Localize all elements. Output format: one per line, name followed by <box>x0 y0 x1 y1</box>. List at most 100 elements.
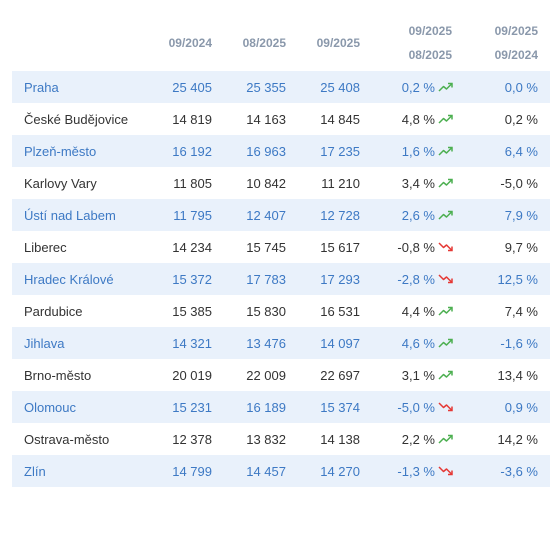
table-row: Plzeň-město 16 192 16 963 17 235 1,6 % 6… <box>12 135 550 167</box>
value-0825: 10 842 <box>246 175 286 191</box>
mom-value: 3,4 % <box>401 175 435 191</box>
table-row: Hradec Králové 15 372 17 783 17 293 -2,8… <box>12 263 550 295</box>
region-name: Jihlava <box>12 327 148 359</box>
header-mom-top: 09/2025 <box>408 23 452 38</box>
table-row: Liberec 14 234 15 745 15 617 -0,8 % 9,7 … <box>12 231 550 263</box>
yoy-change: 6,4 % <box>464 135 550 167</box>
value-0924: 14 321 <box>148 327 222 359</box>
header-col-yoy: 09/2025 09/2024 <box>464 14 550 71</box>
header-region <box>12 14 148 71</box>
header-col-0924: 09/2024 <box>168 35 212 50</box>
value-0925: 17 235 <box>296 135 370 167</box>
trend-up-icon <box>438 305 454 317</box>
header-col-mom: 09/2025 08/2025 <box>370 14 464 71</box>
trend-up-icon <box>438 81 454 93</box>
yoy-change: 7,9 % <box>464 199 550 231</box>
value-0825: 15 830 <box>246 303 286 319</box>
mom-change: 4,8 % <box>370 103 464 135</box>
table-row: Jihlava 14 321 13 476 14 097 4,6 % -1,6 … <box>12 327 550 359</box>
table-row: Praha 25 405 25 355 25 408 0,2 % 0,0 % <box>12 71 550 103</box>
table-row: Ústí nad Labem 11 795 12 407 12 728 2,6 … <box>12 199 550 231</box>
mom-value: 1,6 % <box>401 143 435 159</box>
table-row: Ostrava-město 12 378 13 832 14 138 2,2 %… <box>12 423 550 455</box>
value-0924: 20 019 <box>172 367 212 383</box>
trend-up-icon <box>438 369 454 381</box>
mom-value: 2,2 % <box>401 431 435 447</box>
mom-change: 3,4 % <box>370 167 464 199</box>
yoy-change: 0,2 % <box>504 111 538 127</box>
mom-value: 4,8 % <box>401 111 435 127</box>
mom-change: -1,3 % <box>370 455 464 487</box>
table-row: Olomouc 15 231 16 189 15 374 -5,0 % 0,9 … <box>12 391 550 423</box>
region-name: Olomouc <box>12 391 148 423</box>
value-0925: 22 697 <box>320 367 360 383</box>
mom-value: -0,8 % <box>397 239 435 255</box>
mom-change: 3,1 % <box>370 359 464 391</box>
region-name: Ostrava-město <box>24 431 110 447</box>
header-col-0925: 09/2025 <box>316 35 360 50</box>
mom-value: -2,8 % <box>397 271 435 287</box>
yoy-change: 9,7 % <box>504 239 538 255</box>
mom-value: -1,3 % <box>397 463 435 479</box>
mom-change: 2,6 % <box>370 199 464 231</box>
value-0825: 25 355 <box>222 71 296 103</box>
value-0825: 13 832 <box>246 431 286 447</box>
yoy-change: -1,6 % <box>464 327 550 359</box>
trend-down-icon <box>438 465 454 477</box>
yoy-change: 12,5 % <box>464 263 550 295</box>
trend-up-icon <box>438 337 454 349</box>
value-0924: 15 231 <box>148 391 222 423</box>
value-0924: 11 795 <box>148 199 222 231</box>
value-0925: 17 293 <box>296 263 370 295</box>
value-0924: 16 192 <box>148 135 222 167</box>
value-0825: 15 745 <box>246 239 286 255</box>
trend-up-icon <box>438 145 454 157</box>
value-0924: 12 378 <box>172 431 212 447</box>
mom-value: 4,4 % <box>401 303 435 319</box>
mom-change: -0,8 % <box>370 231 464 263</box>
region-name: Pardubice <box>24 303 83 319</box>
table-row: České Budějovice 14 819 14 163 14 845 4,… <box>12 103 550 135</box>
trend-down-icon <box>438 241 454 253</box>
mom-change: 2,2 % <box>370 423 464 455</box>
yoy-change: -3,6 % <box>464 455 550 487</box>
mom-change: -2,8 % <box>370 263 464 295</box>
trend-down-icon <box>438 401 454 413</box>
table-row: Zlín 14 799 14 457 14 270 -1,3 % -3,6 % <box>12 455 550 487</box>
value-0925: 15 374 <box>296 391 370 423</box>
region-name: Zlín <box>12 455 148 487</box>
region-name: Plzeň-město <box>12 135 148 167</box>
value-0925: 14 845 <box>320 111 360 127</box>
mom-value: 3,1 % <box>401 367 435 383</box>
region-name: Ústí nad Labem <box>12 199 148 231</box>
value-0925: 14 097 <box>296 327 370 359</box>
mom-value: 4,6 % <box>401 335 435 351</box>
yoy-change: 0,0 % <box>464 71 550 103</box>
yoy-change: -5,0 % <box>500 175 538 191</box>
mom-change: 1,6 % <box>370 135 464 167</box>
trend-up-icon <box>438 433 454 445</box>
table-row: Brno-město 20 019 22 009 22 697 3,1 % 13… <box>12 359 550 391</box>
value-0825: 12 407 <box>222 199 296 231</box>
value-0825: 16 189 <box>222 391 296 423</box>
region-name: České Budějovice <box>24 111 129 127</box>
region-name: Praha <box>12 71 148 103</box>
table-header: 09/2024 08/2025 09/2025 09/2025 08/2025 … <box>12 14 550 71</box>
mom-value: 2,6 % <box>401 207 435 223</box>
mom-change: 4,4 % <box>370 295 464 327</box>
mom-value: -5,0 % <box>397 399 435 415</box>
table-row: Karlovy Vary 11 805 10 842 11 210 3,4 % … <box>12 167 550 199</box>
value-0924: 15 372 <box>148 263 222 295</box>
value-0925: 11 210 <box>321 175 360 191</box>
region-name: Karlovy Vary <box>24 175 97 191</box>
mom-change: 0,2 % <box>370 71 464 103</box>
value-0924: 25 405 <box>148 71 222 103</box>
table-body: Praha 25 405 25 355 25 408 0,2 % 0,0 % Č… <box>12 71 550 487</box>
value-0825: 13 476 <box>222 327 296 359</box>
wage-table: 09/2024 08/2025 09/2025 09/2025 08/2025 … <box>12 14 550 487</box>
value-0925: 12 728 <box>296 199 370 231</box>
region-name: Liberec <box>24 239 67 255</box>
value-0925: 16 531 <box>320 303 360 319</box>
value-0825: 17 783 <box>222 263 296 295</box>
